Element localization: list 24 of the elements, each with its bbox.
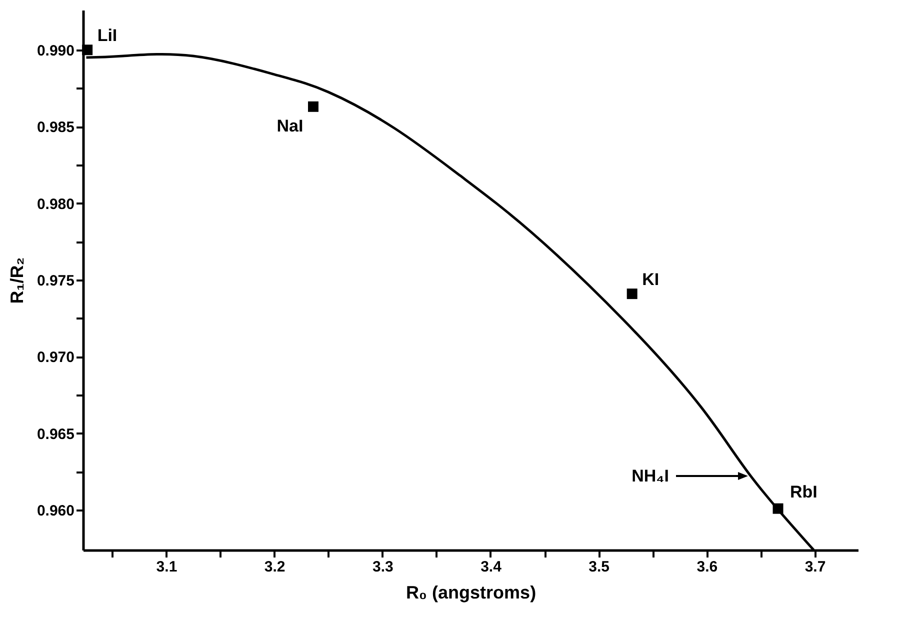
point xyxy=(626,288,638,300)
annotation: KI xyxy=(642,270,660,289)
x-tick-label: 3.2 xyxy=(264,558,286,576)
annotation: LiI xyxy=(97,26,118,45)
y-tick-label: 0.975 xyxy=(36,272,74,290)
y-tick-label: 0.960 xyxy=(36,502,74,520)
y-axis-title: R₁/R₂ xyxy=(6,257,27,304)
y-tick-label: 0.970 xyxy=(36,349,74,366)
annotation: NaI xyxy=(276,116,304,136)
point xyxy=(308,101,318,112)
x-tick-label: 3.6 xyxy=(696,558,718,576)
x-tick-label: 3.5 xyxy=(588,558,610,576)
annotation: RbI xyxy=(790,482,818,502)
y-tick-label: 0.965 xyxy=(36,426,74,443)
annotation: NH₄I xyxy=(632,466,669,486)
y-tick-label: 0.980 xyxy=(36,196,74,213)
point xyxy=(82,44,93,56)
x-tick-label: 3.4 xyxy=(480,558,502,576)
x-tick-label: 3.1 xyxy=(156,558,178,576)
y-tick-label: 0.990 xyxy=(36,42,74,60)
x-tick-label: 3.3 xyxy=(372,558,394,576)
x-axis-title: R₀ (angstroms) xyxy=(406,582,536,602)
y-tick-label: 0.985 xyxy=(36,119,74,136)
x-tick-label: 3.7 xyxy=(804,558,826,576)
